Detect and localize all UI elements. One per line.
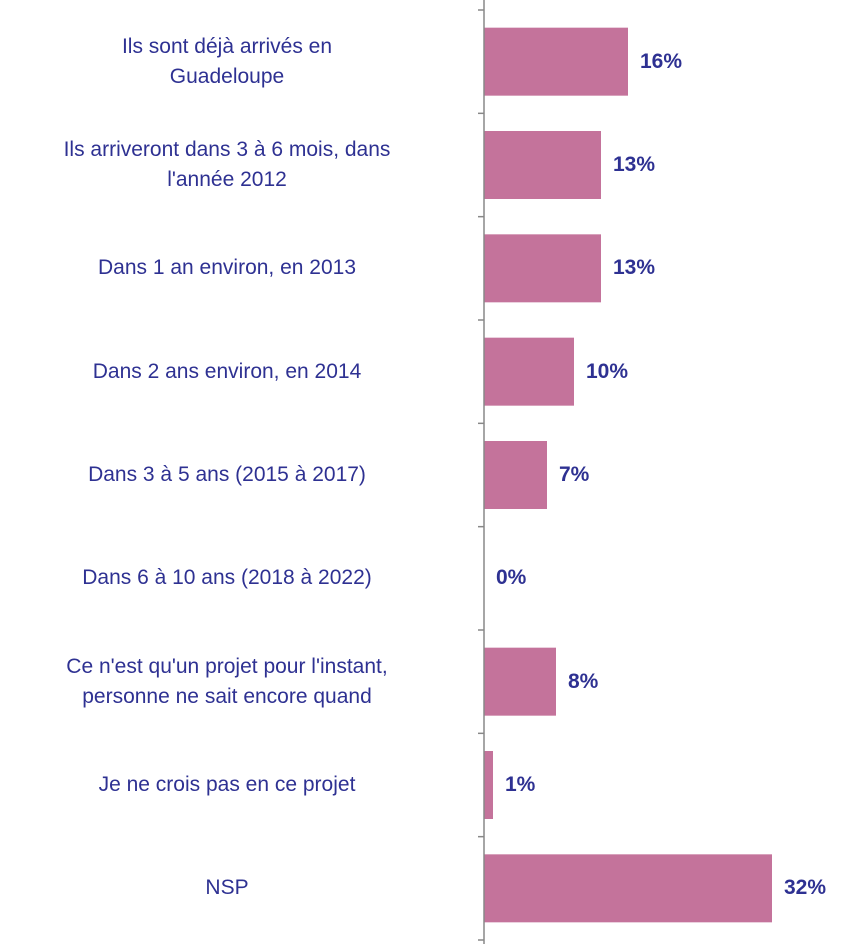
- bar: [484, 234, 601, 303]
- category-label: Ils sont déjà arrivés en Guadeloupe: [121, 34, 333, 88]
- category-label: Dans 6 à 10 ans (2018 à 2022): [82, 566, 372, 590]
- category-label: NSP: [205, 876, 249, 900]
- value-label: 7%: [559, 463, 590, 486]
- category-label: Dans 2 ans environ, en 2014: [92, 359, 362, 383]
- category-label: Je ne crois pas en ce projet: [98, 773, 356, 796]
- value-label: 8%: [568, 669, 599, 693]
- category-label: Dans 3 à 5 ans (2015 à 2017): [88, 463, 366, 486]
- value-label: 13%: [613, 256, 656, 280]
- bar: [484, 854, 772, 923]
- bar: [484, 27, 628, 96]
- category-label: Ce n'est qu'un projet pour l'instant, pe…: [66, 654, 388, 708]
- category-label: Ils arriveront dans 3 à 6 mois, dans l'a…: [63, 138, 391, 191]
- value-label: 13%: [613, 153, 656, 176]
- value-label: 1%: [505, 773, 536, 796]
- value-label: 16%: [640, 49, 683, 73]
- bar: [484, 131, 601, 199]
- bar: [484, 751, 493, 819]
- value-label: 10%: [586, 359, 629, 383]
- bar: [484, 647, 556, 716]
- bar: [484, 337, 574, 406]
- bar: [484, 441, 547, 509]
- value-label: 32%: [784, 876, 827, 900]
- category-label: Dans 1 an environ, en 2013: [97, 256, 357, 280]
- value-label: 0%: [496, 566, 527, 590]
